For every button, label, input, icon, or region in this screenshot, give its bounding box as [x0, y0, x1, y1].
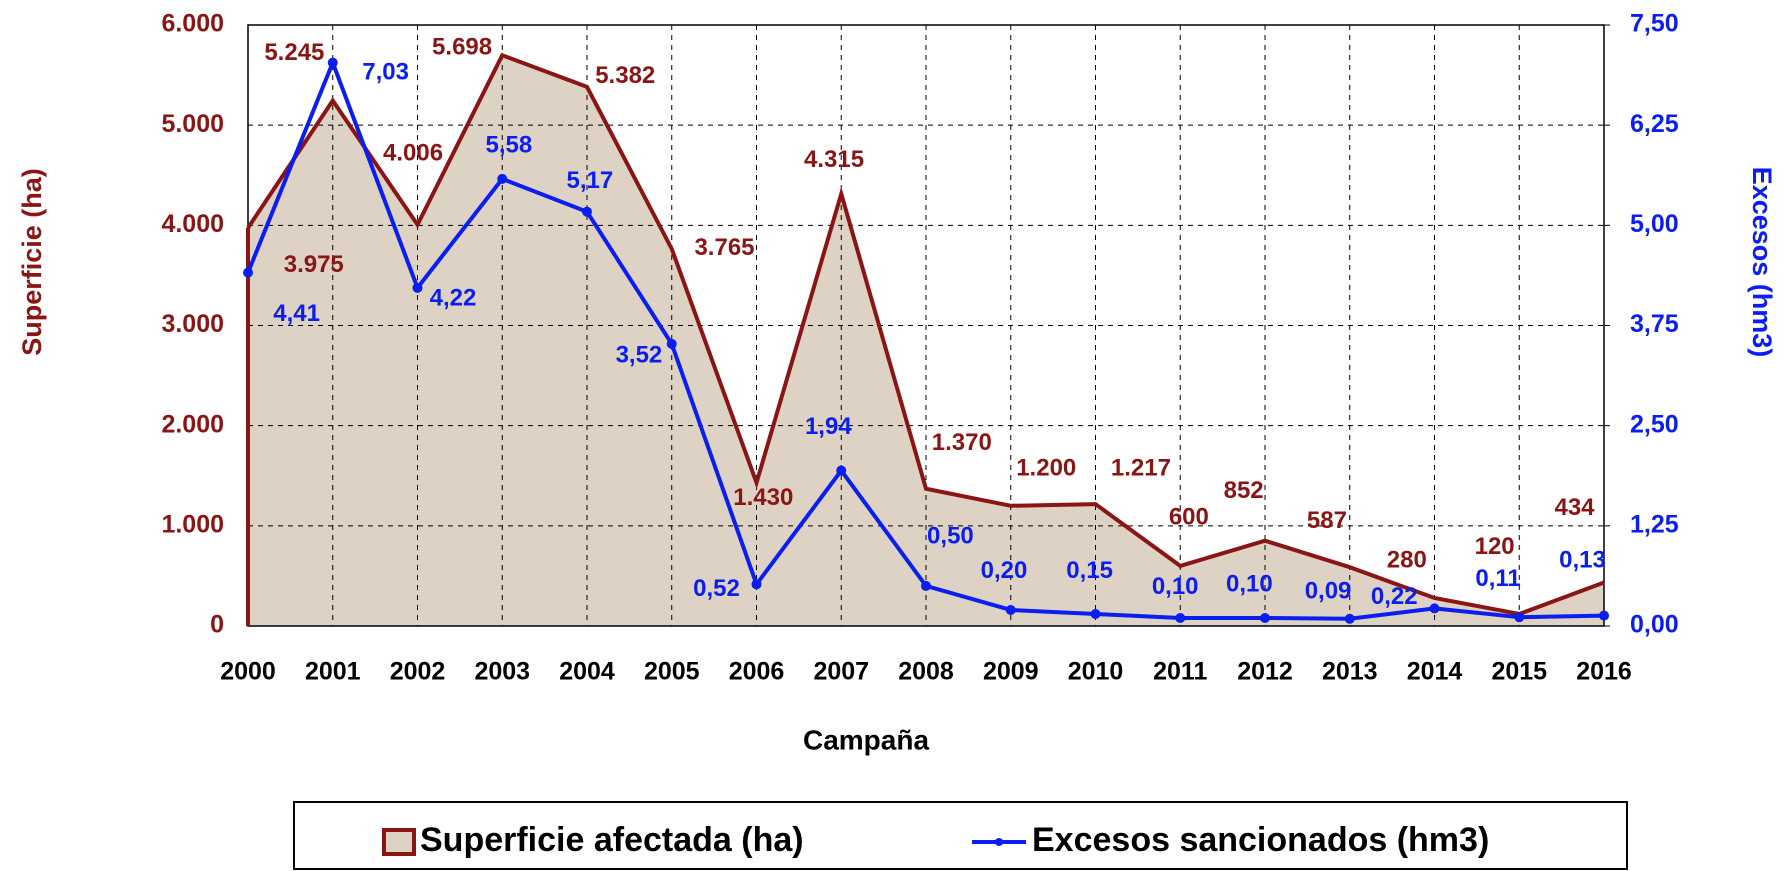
- line-point: [1260, 612, 1270, 623]
- data-label: 0,11: [1475, 565, 1520, 592]
- line-point: [582, 206, 592, 217]
- data-label: 0,09: [1305, 577, 1352, 604]
- line-point: [1005, 604, 1016, 615]
- y-tick-label: 6.000: [161, 10, 224, 38]
- data-label: 587: [1307, 507, 1347, 534]
- line-point: [666, 338, 677, 349]
- data-label: 280: [1387, 547, 1427, 574]
- line-point: [1090, 608, 1101, 619]
- data-label: 434: [1554, 494, 1595, 521]
- data-label: 5.382: [595, 62, 655, 89]
- data-label: 0,15: [1066, 557, 1113, 584]
- data-label: 0,20: [981, 557, 1028, 584]
- x-tick-label: 2006: [729, 658, 785, 686]
- x-tick-label: 2016: [1576, 658, 1632, 686]
- data-label: 4,41: [273, 300, 320, 327]
- x-tick-label: 2009: [983, 658, 1039, 686]
- x-tick-label: 2000: [220, 658, 276, 686]
- x-tick-label: 2005: [644, 658, 700, 686]
- y-tick-label: 2.000: [161, 410, 224, 438]
- data-label: 7,03: [362, 58, 409, 85]
- y-axis-title: Superficie (ha): [17, 168, 47, 356]
- line-point: [243, 267, 253, 278]
- data-label: 0,10: [1152, 573, 1199, 600]
- data-label: 0,10: [1226, 571, 1273, 598]
- x-tick-label: 2010: [1068, 658, 1124, 686]
- x-tick-label: 2011: [1153, 658, 1207, 686]
- y-tick-label: 3.000: [161, 310, 224, 338]
- data-label: 5,17: [567, 167, 614, 194]
- data-label: 1.430: [733, 484, 793, 511]
- data-label: 852: [1224, 477, 1264, 504]
- line-point: [327, 57, 338, 68]
- line-point: [412, 282, 423, 293]
- x-tick-label: 2015: [1491, 658, 1547, 686]
- y2-tick-label: 3,75: [1630, 310, 1679, 338]
- y-tick-label: 0: [210, 611, 224, 639]
- data-label: 5,58: [486, 131, 533, 158]
- legend-box: [293, 801, 1628, 870]
- data-label: 0,13: [1559, 547, 1606, 574]
- x-tick-label: 2002: [390, 658, 446, 686]
- x-tick-label: 2012: [1237, 658, 1293, 686]
- line-point: [1429, 603, 1440, 614]
- data-label: 3.975: [284, 251, 344, 278]
- y-tick-label: 1.000: [161, 510, 224, 538]
- data-label: 120: [1475, 533, 1515, 560]
- line-point: [1344, 613, 1355, 624]
- x-tick-label: 2001: [305, 658, 361, 686]
- data-label: 3.765: [694, 234, 754, 261]
- data-label: 3,52: [616, 341, 663, 368]
- x-tick-label: 2003: [474, 658, 530, 686]
- legend-label: Excesos sancionados (hm3): [1032, 821, 1489, 859]
- legend-label: Superficie afectada (ha): [420, 821, 804, 859]
- data-label: 4,22: [430, 284, 477, 311]
- line-point: [751, 579, 762, 590]
- line-point: [921, 580, 931, 591]
- y-tick-label: 4.000: [161, 210, 224, 238]
- data-label: 1.217: [1111, 454, 1171, 481]
- y2-tick-label: 5,00: [1630, 210, 1679, 238]
- y2-axis-title: Excesos (hm3): [1747, 167, 1777, 358]
- x-axis-title: Campaña: [803, 724, 929, 755]
- y2-tick-label: 6,25: [1630, 110, 1679, 138]
- legend-dot: [995, 838, 1003, 846]
- y2-tick-label: 2,50: [1630, 410, 1679, 438]
- y2-tick-label: 1,25: [1630, 510, 1679, 538]
- data-label: 4.315: [804, 146, 864, 173]
- area-line: [246, 52, 1605, 617]
- line-point: [497, 173, 508, 184]
- data-label: 4.006: [383, 139, 443, 166]
- y2-tick-label: 0,00: [1630, 611, 1679, 639]
- data-label: 600: [1169, 503, 1209, 530]
- line-point: [1175, 612, 1186, 623]
- area: [248, 55, 1604, 627]
- data-label: 1,94: [805, 413, 852, 440]
- line-point: [1599, 610, 1609, 621]
- x-tick-label: 2007: [813, 658, 869, 686]
- data-label: 1.200: [1016, 454, 1076, 481]
- data-label: 1.370: [932, 429, 992, 456]
- line-point: [836, 465, 847, 476]
- x-tick-label: 2013: [1322, 658, 1378, 686]
- y-tick-label: 5.000: [161, 110, 224, 138]
- x-tick-label: 2004: [559, 658, 615, 686]
- legend-swatch: [382, 828, 416, 856]
- data-label: 0,52: [693, 575, 740, 602]
- data-label: 5.245: [264, 39, 324, 66]
- data-label: 0,22: [1371, 583, 1418, 610]
- data-label: 0,50: [927, 523, 974, 550]
- data-label: 5.698: [432, 33, 492, 60]
- x-tick-label: 2008: [898, 658, 954, 686]
- line-point: [1514, 612, 1525, 623]
- y2-tick-label: 7,50: [1630, 10, 1679, 38]
- x-tick-label: 2014: [1407, 658, 1463, 686]
